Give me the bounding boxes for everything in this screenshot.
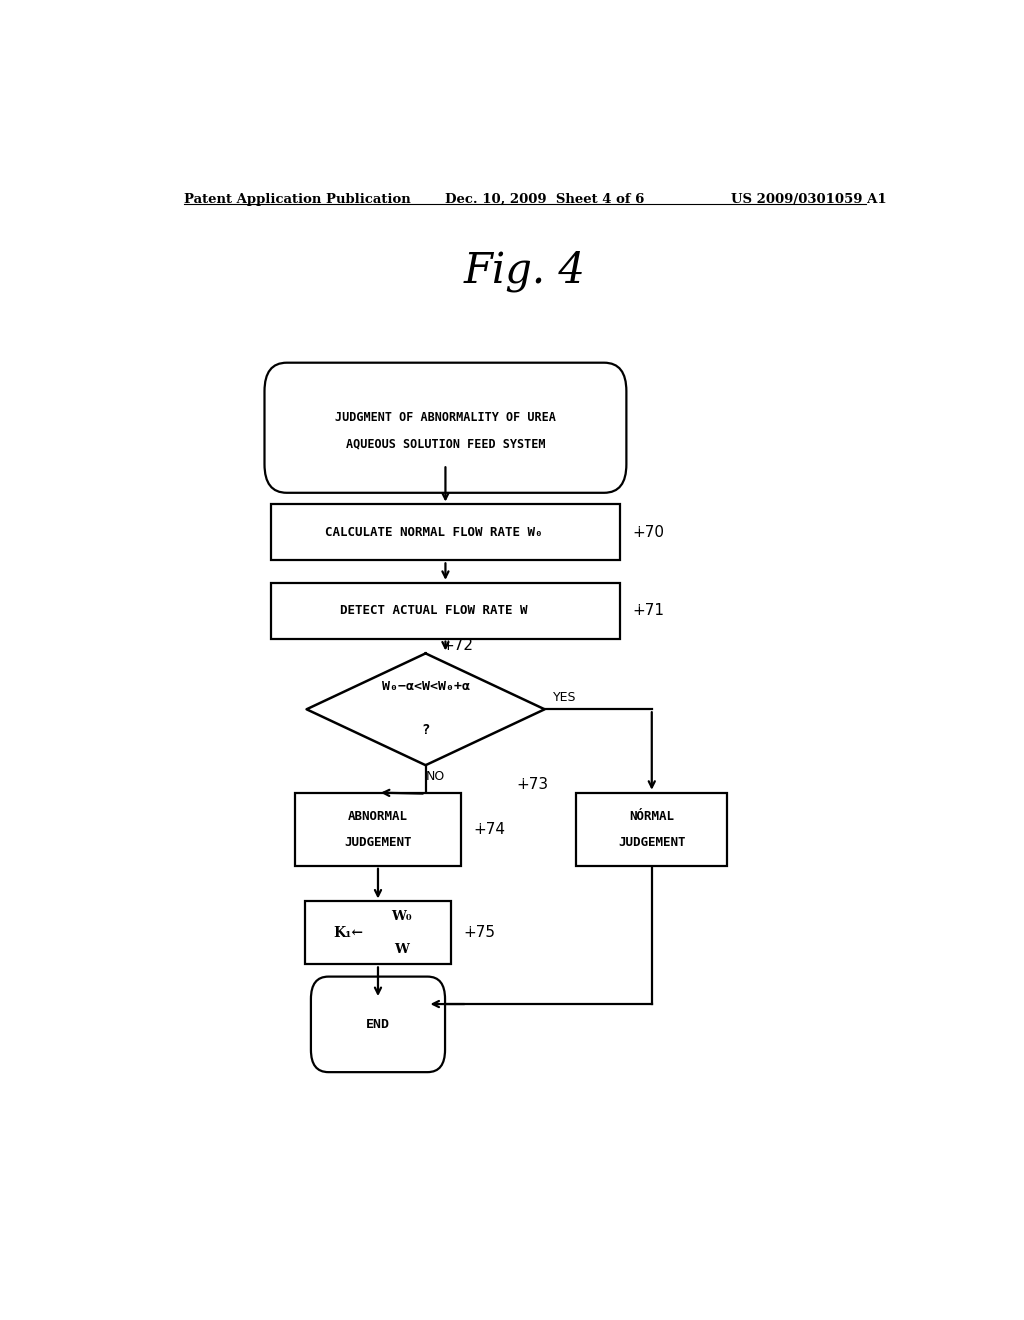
Text: ∔70: ∔70 (632, 525, 664, 540)
Text: Dec. 10, 2009  Sheet 4 of 6: Dec. 10, 2009 Sheet 4 of 6 (445, 193, 645, 206)
Bar (270, 504, 620, 561)
Text: W₀: W₀ (391, 909, 412, 923)
Text: NO: NO (426, 771, 444, 783)
Text: W: W (394, 942, 410, 956)
Text: JUDGEMENT: JUDGEMENT (344, 836, 412, 849)
Text: DETECT ACTUAL FLOW RATE W: DETECT ACTUAL FLOW RATE W (340, 605, 527, 618)
Text: ∔75: ∔75 (463, 925, 496, 940)
Text: Fig. 4: Fig. 4 (464, 249, 586, 292)
Bar (270, 582, 620, 639)
Text: ?: ? (422, 722, 430, 737)
Text: ∔71: ∔71 (632, 603, 664, 618)
Text: NÓRMAL: NÓRMAL (630, 809, 674, 822)
Text: ABNORMAL: ABNORMAL (348, 809, 408, 822)
Text: W₀−α<W<W₀+α: W₀−α<W<W₀+α (382, 680, 470, 693)
Text: US 2009/0301059 A1: US 2009/0301059 A1 (731, 193, 887, 206)
Text: Patent Application Publication: Patent Application Publication (183, 193, 411, 206)
Text: K₁←: K₁← (333, 925, 362, 940)
Text: JUDGEMENT: JUDGEMENT (618, 836, 685, 849)
Bar (304, 902, 452, 965)
Text: ∔72: ∔72 (441, 638, 473, 653)
Text: YES: YES (553, 690, 577, 704)
Text: CALCULATE NORMAL FLOW RATE W₀: CALCULATE NORMAL FLOW RATE W₀ (325, 525, 543, 539)
FancyBboxPatch shape (311, 977, 445, 1072)
Bar (577, 792, 727, 866)
Text: ∔74: ∔74 (473, 822, 505, 837)
Text: ∔73: ∔73 (517, 777, 549, 792)
Bar (295, 792, 462, 866)
Text: JUDGMENT OF ABNORMALITY OF UREA: JUDGMENT OF ABNORMALITY OF UREA (335, 411, 556, 424)
Text: AQUEOUS SOLUTION FEED SYSTEM: AQUEOUS SOLUTION FEED SYSTEM (346, 437, 545, 450)
FancyBboxPatch shape (264, 363, 627, 492)
Text: END: END (366, 1018, 390, 1031)
